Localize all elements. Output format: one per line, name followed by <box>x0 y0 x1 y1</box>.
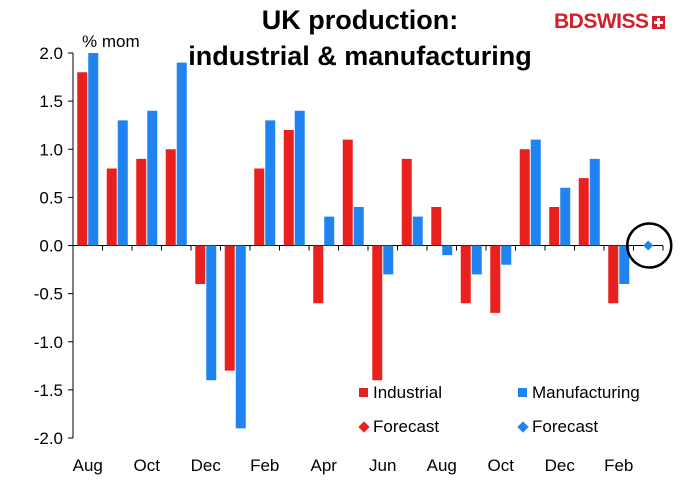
bdswiss-logo: BDSWISS <box>554 10 665 34</box>
bar-manufacturing <box>117 120 128 246</box>
x-tick-label: Oct <box>488 456 515 475</box>
bar-industrial <box>401 158 412 246</box>
y-tick-label: 0.0 <box>39 237 63 256</box>
bar-manufacturing <box>412 216 423 246</box>
x-tick-label: Aug <box>427 456 457 475</box>
logo-text-swiss: SWISS <box>583 10 649 33</box>
bar-manufacturing <box>530 139 541 246</box>
y-tick-label: 1.5 <box>39 92 63 111</box>
bar-manufacturing <box>560 187 571 246</box>
x-tick-label: Oct <box>134 456 161 475</box>
x-tick-label: Jun <box>369 456 396 475</box>
bar-manufacturing <box>589 158 600 246</box>
x-tick-label: Aug <box>73 456 103 475</box>
y-tick-label: -1.5 <box>34 381 63 400</box>
bar-industrial <box>283 130 294 246</box>
bar-manufacturing <box>353 207 364 246</box>
bar-industrial <box>608 245 619 304</box>
legend-label-forecast-manufacturing: Forecast <box>532 417 599 436</box>
legend-swatch-manufacturing <box>518 388 527 397</box>
bar-manufacturing <box>383 245 394 275</box>
bar-manufacturing <box>176 62 187 246</box>
logo-text-bd: BD <box>554 10 584 33</box>
swiss-cross-icon <box>651 16 665 29</box>
bar-manufacturing <box>294 110 305 246</box>
bar-manufacturing <box>324 216 335 246</box>
legend-label-industrial: Industrial <box>373 383 442 402</box>
x-tick-label: Dec <box>191 456 222 475</box>
bar-manufacturing <box>235 245 246 429</box>
x-tick-label: Feb <box>250 456 279 475</box>
chart-title-line-2: industrial & manufacturing <box>188 41 532 71</box>
bar-industrial <box>490 245 501 313</box>
bar-industrial <box>106 168 117 246</box>
legend-label-forecast-industrial: Forecast <box>373 417 440 436</box>
bar-manufacturing <box>471 245 482 275</box>
bar-manufacturing <box>147 110 158 246</box>
bar-industrial <box>519 149 530 246</box>
bar-manufacturing <box>88 53 99 246</box>
forecast-marker-manufacturing <box>643 240 654 251</box>
bar-manufacturing <box>265 120 276 246</box>
y-tick-label: 0.5 <box>39 188 63 207</box>
bar-manufacturing <box>501 245 512 265</box>
bar-industrial <box>342 139 353 246</box>
bar-industrial <box>431 207 442 246</box>
forecast-highlight-circle <box>626 222 673 269</box>
bar-industrial <box>578 178 589 246</box>
y-tick-label: 2.0 <box>39 44 63 63</box>
bar-industrial <box>165 149 176 246</box>
x-tick-label: Feb <box>604 456 633 475</box>
bar-industrial <box>460 245 471 304</box>
x-tick-label: Dec <box>545 456 576 475</box>
y-unit-label: % mom <box>82 32 140 51</box>
bar-manufacturing <box>442 245 453 256</box>
bar-industrial <box>224 245 235 371</box>
bar-industrial <box>77 72 88 246</box>
bar-industrial <box>372 245 383 381</box>
chart-title-line-1: UK production: <box>261 5 459 35</box>
y-tick-label: 1.0 <box>39 140 63 159</box>
legend-swatch-industrial <box>359 388 368 397</box>
bar-manufacturing <box>206 245 217 381</box>
y-tick-label: -1.0 <box>34 333 63 352</box>
bar-industrial <box>254 168 265 246</box>
bar-industrial <box>313 245 324 304</box>
y-tick-label: -2.0 <box>34 429 63 448</box>
x-tick-label: Apr <box>311 456 338 475</box>
y-tick-label: -0.5 <box>34 285 63 304</box>
bar-industrial <box>195 245 206 284</box>
bar-industrial <box>136 158 147 246</box>
legend-label-manufacturing: Manufacturing <box>532 383 640 402</box>
bar-industrial <box>549 207 560 246</box>
bar-manufacturing <box>619 245 630 284</box>
